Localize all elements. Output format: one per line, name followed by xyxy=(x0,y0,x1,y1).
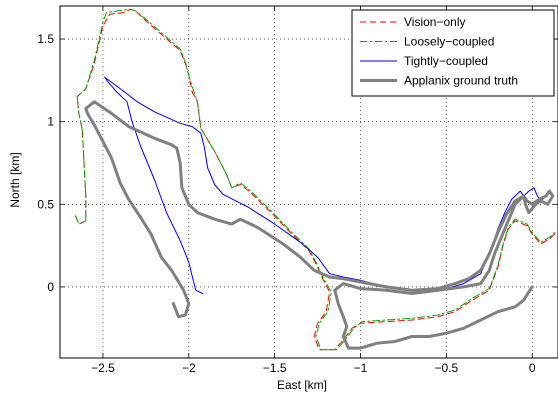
series-layer xyxy=(75,8,557,351)
legend-label: Vision−only xyxy=(404,15,466,29)
x-tick-label: −1 xyxy=(354,361,368,375)
legend-label: Loosely−coupled xyxy=(404,35,494,49)
series-line-3 xyxy=(84,100,555,350)
grid xyxy=(60,6,558,358)
series-line-2 xyxy=(104,76,554,294)
y-tick-label: 1 xyxy=(47,115,54,129)
x-tick-label: 0 xyxy=(529,361,536,375)
x-tick-label: −0.5 xyxy=(435,361,459,375)
tick-layer: −2.5 −2 −1.5 −1 −0.5 0 0 0.5 1 1.5 xyxy=(37,6,558,375)
y-tick-label: 0 xyxy=(47,280,54,294)
x-tick-label: −1.5 xyxy=(263,361,287,375)
x-axis-label: East [km] xyxy=(277,378,327,392)
series-line-0 xyxy=(75,8,557,351)
series-line-1 xyxy=(75,8,557,351)
plot-frame xyxy=(59,5,558,359)
legend: Vision−only Loosely−coupled Tightly−couple… xyxy=(351,9,555,97)
x-tick-label: −2 xyxy=(182,361,196,375)
y-axis-label: North [km] xyxy=(8,152,22,207)
legend-label: Tightly−coupled xyxy=(404,54,488,68)
x-tick-label: −2.5 xyxy=(91,361,115,375)
legend-label: Applanix ground truth xyxy=(404,74,518,88)
plot-border xyxy=(59,5,558,359)
y-tick-label: 0.5 xyxy=(37,197,54,211)
y-tick-label: 1.5 xyxy=(37,32,54,46)
